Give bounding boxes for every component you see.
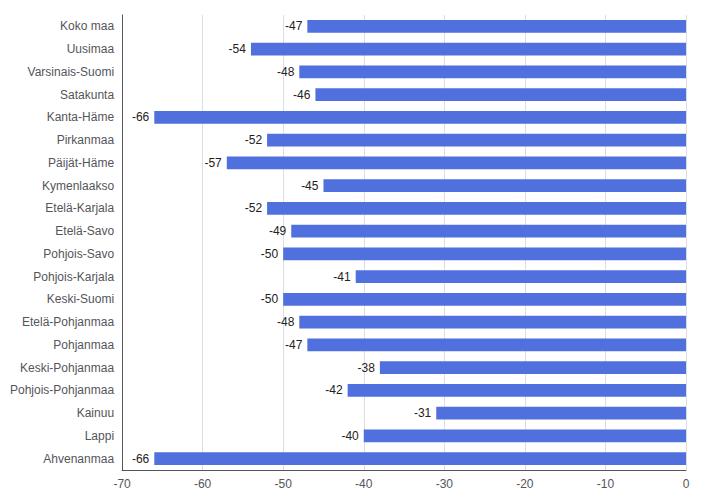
svg-text:Kymenlaakso: Kymenlaakso	[42, 179, 114, 193]
svg-text:-48: -48	[277, 65, 295, 79]
svg-text:Varsinais-Suomi: Varsinais-Suomi	[28, 65, 114, 79]
svg-text:-52: -52	[245, 201, 263, 215]
svg-text:-47: -47	[285, 19, 303, 33]
svg-text:Pohjanmaa: Pohjanmaa	[53, 338, 114, 352]
svg-text:Pohjois-Savo: Pohjois-Savo	[43, 247, 114, 261]
svg-text:Keski-Pohjanmaa: Keski-Pohjanmaa	[20, 361, 114, 375]
svg-text:-54: -54	[229, 42, 247, 56]
svg-text:Kainuu: Kainuu	[77, 406, 114, 420]
svg-text:-45: -45	[301, 179, 319, 193]
svg-text:-40: -40	[355, 477, 373, 491]
svg-text:-50: -50	[261, 247, 279, 261]
svg-text:Etelä-Savo: Etelä-Savo	[55, 224, 114, 238]
svg-text:-66: -66	[132, 110, 150, 124]
svg-text:Etelä-Pohjanmaa: Etelä-Pohjanmaa	[22, 315, 114, 329]
svg-text:Keski-Suomi: Keski-Suomi	[47, 292, 114, 306]
svg-text:-42: -42	[325, 383, 343, 397]
svg-text:-40: -40	[341, 429, 359, 443]
svg-text:-20: -20	[516, 477, 534, 491]
svg-text:-50: -50	[275, 477, 293, 491]
svg-text:-50: -50	[261, 292, 279, 306]
svg-text:Lappi: Lappi	[85, 429, 114, 443]
svg-text:-30: -30	[436, 477, 454, 491]
svg-text:-57: -57	[204, 156, 222, 170]
svg-text:Pohjois-Karjala: Pohjois-Karjala	[33, 270, 114, 284]
svg-text:Koko maa: Koko maa	[60, 19, 114, 33]
svg-text:Pohjois-Pohjanmaa: Pohjois-Pohjanmaa	[10, 383, 114, 397]
svg-text:Uusimaa: Uusimaa	[67, 42, 115, 56]
svg-text:-47: -47	[285, 338, 303, 352]
svg-text:-38: -38	[358, 361, 376, 375]
svg-text:-31: -31	[414, 406, 432, 420]
svg-text:Satakunta: Satakunta	[60, 88, 114, 102]
svg-text:Ahvenanmaa: Ahvenanmaa	[43, 452, 114, 466]
svg-text:-41: -41	[333, 270, 351, 284]
svg-text:-46: -46	[293, 88, 311, 102]
svg-text:-70: -70	[113, 477, 131, 491]
svg-text:Etelä-Karjala: Etelä-Karjala	[45, 201, 114, 215]
svg-text:Päijät-Häme: Päijät-Häme	[48, 156, 114, 170]
svg-text:-49: -49	[269, 224, 287, 238]
svg-text:Kanta-Häme: Kanta-Häme	[47, 110, 115, 124]
svg-text:Pirkanmaa: Pirkanmaa	[57, 133, 115, 147]
svg-text:-52: -52	[245, 133, 263, 147]
svg-text:-60: -60	[194, 477, 212, 491]
svg-text:0: 0	[683, 477, 690, 491]
svg-text:-48: -48	[277, 315, 295, 329]
svg-text:-66: -66	[132, 452, 150, 466]
svg-text:-10: -10	[597, 477, 615, 491]
